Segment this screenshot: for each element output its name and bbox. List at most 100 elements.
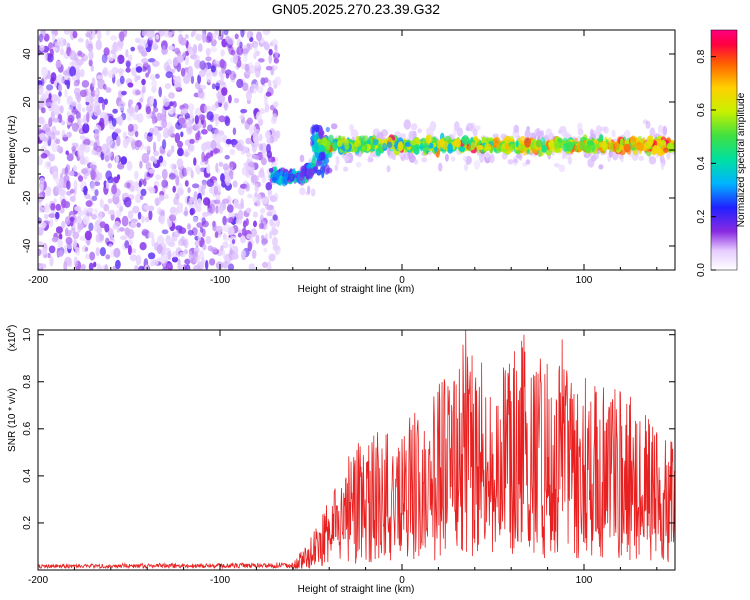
spectrogram-cell-1329 [177,147,184,157]
spectrogram-cell-1311 [226,217,233,223]
spectrogram-cell-736 [155,73,160,79]
spectrogram-cell-309 [268,79,272,88]
spectrogram-cell-1396 [266,137,274,144]
x-tick-label-2: 0 [399,575,405,586]
spectrogram-cell-2787 [587,140,594,146]
spectrogram-cell-1213 [130,222,137,229]
spectrogram-cell-653 [177,202,184,211]
spectrogram-cell-959 [46,162,51,167]
spectrogram-cell-1811 [380,129,389,137]
spectrogram-cell-1305 [167,219,173,228]
spectrogram-cell-1379 [95,234,101,243]
spectrogram-cell-1291 [51,101,58,111]
spectrogram-cell-563 [209,258,216,266]
spectrogram-cell-2009 [272,176,277,182]
spectrogram-cell-1389 [58,83,62,92]
spectrogram-cell-2803 [493,136,501,147]
spectrogram-cell-576 [73,187,77,196]
spectrogram-cell-740 [213,59,220,65]
spectrogram-cell-640 [79,135,86,140]
spectrogram-cell-765 [46,84,54,91]
spectrogram-y-ticks: -40 -20 0 20 40 [22,29,675,271]
spectrogram-cell-707 [162,160,167,168]
spectrogram-cell-1825 [518,152,523,161]
spectrogram-cell-638 [161,168,168,180]
spectrogram-cell-104 [196,222,204,228]
spectrogram-cell-339 [158,86,162,98]
spectrogram-cell-468 [70,227,76,234]
spectrogram-cell-433 [94,189,99,197]
spectrogram-cell-1205 [77,148,85,158]
spectrogram-cell-1414 [38,116,45,125]
spectrogram-cell-1402 [239,114,244,120]
spectrogram-cell-612 [115,209,122,218]
spectrogram-cell-1395 [88,222,94,232]
spectrogram-cell-812 [206,111,214,121]
spectrogram-cell-1228 [164,247,172,256]
spectrogram-cell-1378 [272,101,279,108]
snr-y-tick-label-0: 0.2 [22,516,33,530]
spectrogram-cell-1335 [230,139,238,146]
spectrogram-cell-1235 [167,149,174,155]
spectrogram-cell-515 [184,50,190,57]
spectrogram-cell-383 [65,150,69,155]
spectrogram-cell-1797 [554,163,560,168]
spectrogram-cell-778 [58,188,66,196]
spectrogram-cell-1394 [94,89,99,96]
spectrogram-cell-1373 [184,206,188,217]
spectrogram-cell-1209 [227,213,235,219]
spectrogram-cell-1312 [231,239,236,245]
spectrogram-cell-709 [60,120,66,126]
x-tick-label-1: -100 [210,575,230,586]
spectrogram-cell-1713 [648,156,657,165]
spectrogram-cell-1086 [148,168,156,174]
x-tick-label-3: 100 [576,575,593,586]
spectrogram-cell-1458 [232,180,238,188]
colorbar-tick-label-2: 0.4 [696,156,707,170]
spectrogram-cell-916 [61,220,66,229]
spectrogram-cell-716 [172,106,176,114]
spectrogram-cell-881 [199,226,204,233]
snr-x-label: Height of straight line (km) [298,584,415,595]
spectrogram-cell-1376 [161,229,169,235]
spectrogram-cell-1578 [330,123,338,130]
spectrogram-cell-601 [103,203,110,212]
snr-scale-suffix: ) [7,325,18,328]
spectrogram-cell-471 [127,244,132,256]
spectrogram-cell-1436 [244,63,250,72]
spectrogram-cell-310 [153,98,157,109]
spectrogram-cell-1099 [116,135,121,147]
spectrogram-cell-975 [55,130,60,136]
spectrogram-cell-442 [166,31,173,38]
spectrogram-cell-1332 [252,195,259,203]
spectrogram-cell-1203 [178,117,186,124]
spectrogram-cell-661 [223,102,228,111]
spectrogram-cell-1180 [188,65,194,75]
spectrogram-cell-1280 [55,211,60,220]
spectrogram-cell-1227 [58,233,63,241]
spectrogram-cell-1004 [101,70,107,75]
spectrogram-cell-841 [124,227,130,236]
spectrogram-cell-1212 [149,74,156,81]
spectrogram-cell-1183 [81,80,90,88]
spectrogram-cell-2066 [309,168,314,179]
spectrogram-cell-1081 [38,226,42,232]
snr-y-tick-label-2: 0.6 [22,421,33,435]
spectrogram-cell-947 [213,199,221,205]
spectrogram-cell-1012 [192,30,197,36]
spectrogram-cell-784 [194,240,200,247]
spectrogram-cell-771 [91,195,98,201]
spectrogram-cell-945 [177,30,184,34]
spectrogram-cell-1351 [169,214,177,222]
spectrogram-cell-1355 [206,179,214,187]
spectrogram-cell-1281 [91,77,96,88]
snr-series-line [38,330,675,570]
spectrogram-cell-106 [105,87,112,93]
spectrogram-cell-251 [38,248,42,257]
spectrogram-cell-1122 [186,124,193,135]
spectrogram-cell-708 [102,83,107,90]
spectrogram-cell-1428 [168,173,176,180]
spectrogram-cell-962 [236,59,242,68]
spectrogram-cell-1338 [230,174,234,180]
spectrogram-cell-565 [59,207,65,214]
